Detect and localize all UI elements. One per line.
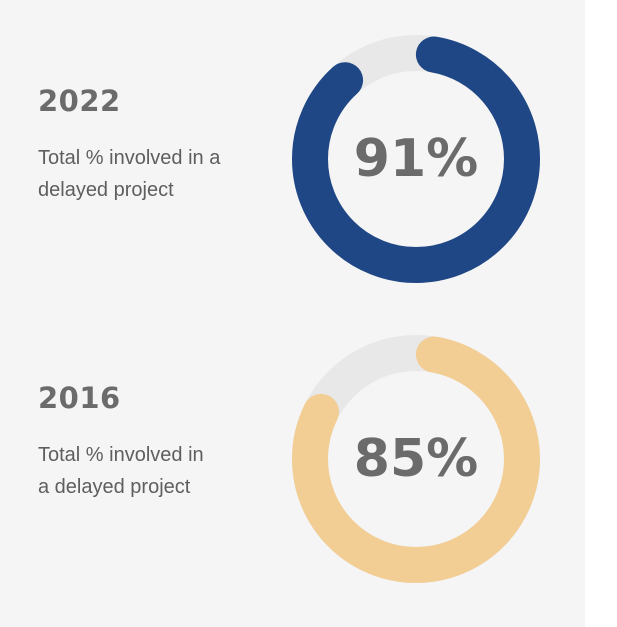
year-label: 2022 [38, 84, 121, 118]
donut-value-label: 85% [354, 429, 478, 489]
donut-chart: 91% [292, 35, 540, 283]
donut-value-arc [292, 335, 540, 583]
year-label: 2016 [38, 381, 121, 415]
infographic-panel: 2022 Total % involved in a delayed proje… [0, 0, 585, 600]
stat-description: Total % involved in a delayed project [38, 142, 220, 206]
donut-value-arc [292, 35, 540, 283]
stat-description-line: Total % involved in [38, 444, 204, 466]
stat-block-2022: 2022 Total % involved in a delayed proje… [0, 0, 585, 300]
stat-description: Total % involved in a delayed project [38, 439, 204, 503]
stat-description-line: Total % involved in a [38, 147, 221, 169]
donut-value-label: 91% [354, 129, 478, 189]
donut-chart: 85% [292, 335, 540, 583]
stat-block-2016: 2016 Total % involved in a delayed proje… [0, 300, 585, 600]
stat-description-line: delayed project [38, 179, 174, 201]
stat-description-line: a delayed project [38, 476, 191, 498]
